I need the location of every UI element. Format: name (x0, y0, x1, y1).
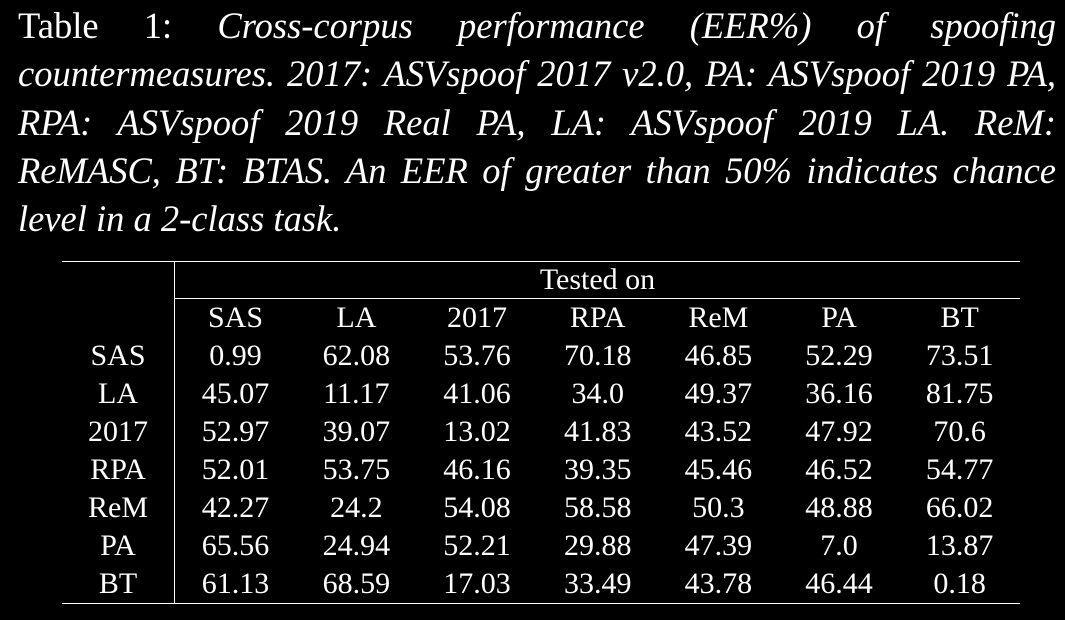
table-cell: 70.18 (563, 339, 632, 372)
row-label: 2017 (62, 413, 175, 451)
table-cell: 39.07 (322, 415, 391, 448)
table-cell: 17.03 (416, 565, 538, 604)
table-cell: 54.08 (443, 491, 511, 524)
table-row: ReM 42.27 24.2 54.08 58.58 50.3 48.88 66… (62, 489, 1020, 527)
table-cell: 41.06 (443, 377, 511, 410)
table-cell: 52.29 (805, 339, 873, 372)
table-cell: 46.44 (778, 565, 900, 604)
column-header: LA (336, 301, 377, 334)
table-cell: 47.92 (805, 415, 873, 448)
table-cell: 36.16 (805, 377, 873, 410)
table-cell: 39.35 (563, 453, 632, 486)
table-cell: 70.6 (933, 415, 986, 448)
table-cell: 13.87 (925, 529, 994, 562)
corner-cell-2 (62, 298, 175, 337)
table-cell: 52.97 (201, 415, 270, 448)
table-cell: 13.02 (443, 415, 511, 448)
table-cell: 46.85 (684, 339, 753, 372)
table-cell: 33.49 (537, 565, 659, 604)
table-cell: 46.52 (805, 453, 873, 486)
table-cell: 62.08 (322, 339, 391, 372)
column-header: 2017 (447, 301, 508, 334)
table-cell: 0.18 (899, 565, 1020, 604)
table-cell: 42.27 (201, 491, 270, 524)
table-row: BT 61.13 68.59 17.03 33.49 43.78 46.44 0… (62, 565, 1020, 604)
table-cell: 11.17 (323, 377, 390, 410)
table-cell: 50.3 (692, 491, 745, 524)
row-label: SAS (62, 337, 175, 375)
corner-cell (62, 261, 175, 299)
table-cell: 48.88 (805, 491, 873, 524)
table-cell: 43.52 (684, 415, 753, 448)
table-cell: 54.77 (925, 453, 994, 486)
table-cell: 52.21 (443, 529, 511, 562)
column-header: BT (940, 301, 979, 334)
table-cell: 7.0 (820, 529, 858, 562)
table-cell: 45.07 (201, 377, 270, 410)
row-label: ReM (62, 489, 175, 527)
group-header-row: Tested on (62, 261, 1020, 299)
caption-text: Cross-corpus performance (EER%) of spoof… (18, 5, 1056, 240)
table-row: 2017 52.97 39.07 13.02 41.83 43.52 47.92… (62, 413, 1020, 451)
row-label: PA (62, 527, 175, 565)
column-header: RPA (569, 301, 626, 334)
table-cell: 53.75 (322, 453, 391, 486)
table-cell: 53.76 (443, 339, 511, 372)
table-cell: 34.0 (571, 377, 624, 410)
table-cell: 68.59 (296, 565, 417, 604)
table-cell: 0.99 (209, 339, 262, 372)
table-cell: 24.2 (330, 491, 383, 524)
row-label: LA (62, 375, 175, 413)
table-cell: 49.37 (684, 377, 753, 410)
column-header: SAS (208, 301, 264, 334)
table-cell: 29.88 (563, 529, 632, 562)
table-body: SAS 0.99 62.08 53.76 70.18 46.85 52.29 7… (62, 337, 1020, 604)
results-table: Tested on SAS LA 2017 RPA ReM PA BT SAS … (62, 261, 1020, 604)
table-cell: 66.02 (925, 491, 994, 524)
table-caption: Table 1: Cross-corpus performance (EER%)… (18, 2, 1056, 243)
column-header-row: SAS LA 2017 RPA ReM PA BT (62, 298, 1020, 337)
table-cell: 46.16 (443, 453, 511, 486)
table-cell: 81.75 (925, 377, 994, 410)
table-row: PA 65.56 24.94 52.21 29.88 47.39 7.0 13.… (62, 527, 1020, 565)
row-label: RPA (62, 451, 175, 489)
table-cell: 45.46 (684, 453, 753, 486)
table-cell: 65.56 (201, 529, 270, 562)
column-header: PA (821, 301, 857, 334)
caption-label: Table 1: (18, 5, 173, 46)
table-row: LA 45.07 11.17 41.06 34.0 49.37 36.16 81… (62, 375, 1020, 413)
table-cell: 24.94 (322, 529, 391, 562)
column-header: ReM (688, 301, 749, 334)
table-cell: 52.01 (201, 453, 270, 486)
table-cell: 73.51 (925, 339, 994, 372)
table-row: RPA 52.01 53.75 46.16 39.35 45.46 46.52 … (62, 451, 1020, 489)
row-label: BT (62, 565, 175, 604)
group-header: Tested on (174, 261, 1020, 299)
table-cell: 58.58 (563, 491, 632, 524)
table-cell: 41.83 (563, 415, 632, 448)
table-row: SAS 0.99 62.08 53.76 70.18 46.85 52.29 7… (62, 337, 1020, 375)
table-cell: 61.13 (174, 565, 297, 604)
table-cell: 43.78 (658, 565, 779, 604)
table-cell: 47.39 (684, 529, 753, 562)
